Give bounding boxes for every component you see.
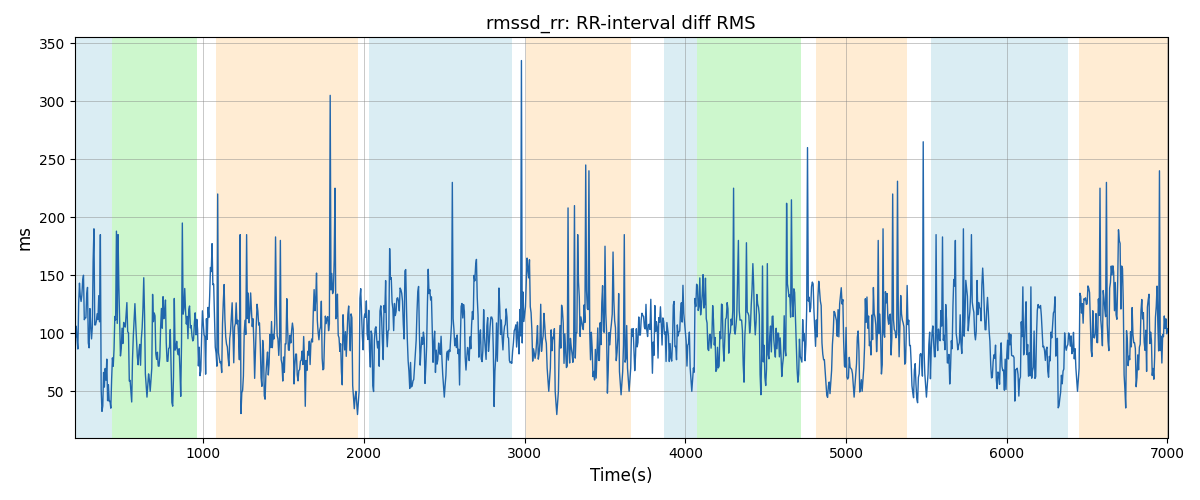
X-axis label: Time(s): Time(s) [590,467,653,485]
Bar [816,38,907,438]
Bar [931,38,1068,438]
Bar [112,38,197,438]
Bar [74,38,112,438]
Bar [697,38,802,438]
Title: rmssd_rr: RR-interval diff RMS: rmssd_rr: RR-interval diff RMS [486,15,756,34]
Bar [665,38,697,438]
Bar [216,38,358,438]
Bar [368,38,511,438]
Bar [527,38,631,438]
Y-axis label: ms: ms [16,225,34,250]
Bar [1079,38,1183,438]
